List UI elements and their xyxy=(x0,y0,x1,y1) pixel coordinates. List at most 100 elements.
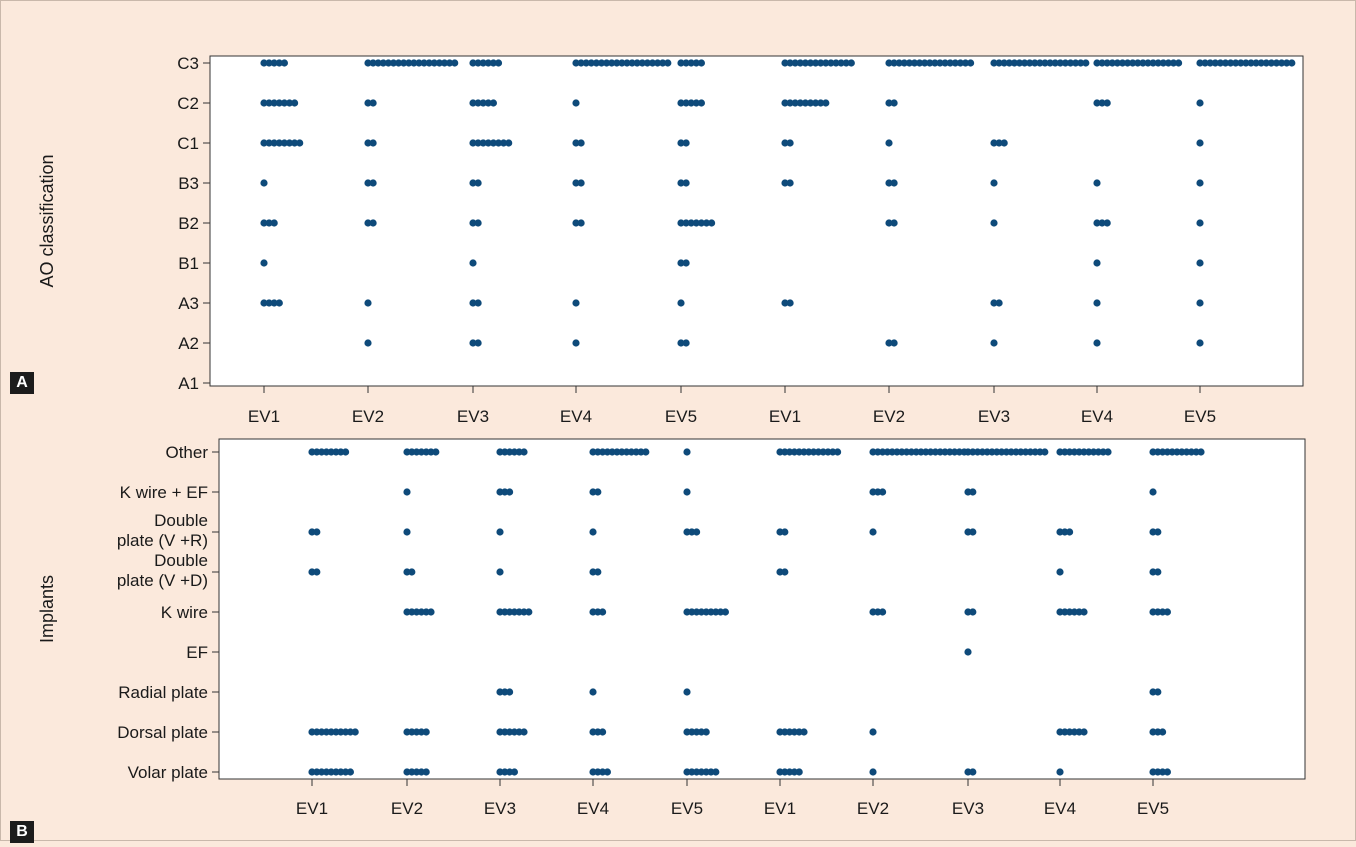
panel-a-dot-a3-8-2 xyxy=(995,299,1003,307)
panel-a-dot-c2-9-3 xyxy=(1103,99,1111,107)
panel-b-dot-k-wire-7-3 xyxy=(879,608,887,616)
panel-a-dot-b2-1-3 xyxy=(270,219,278,227)
panel-a-y-tick-label-b3: B3 xyxy=(178,174,199,193)
panel-a-dot-c3-4-16 xyxy=(648,59,657,67)
panel-a-dot-c3-10-14 xyxy=(1262,59,1270,67)
panel-a-dot-a3-1-1 xyxy=(260,299,268,307)
panel-a-dot-c1-5-1 xyxy=(677,139,685,147)
panel-a-dot-c3-5-4 xyxy=(692,59,700,67)
panel-a-dot-c3-4-15 xyxy=(643,59,652,67)
panel-b-dot-other-1-8 xyxy=(342,448,350,456)
panel-a-dot-c3-3-3 xyxy=(479,59,487,67)
panel-a-dot-a3-8-1 xyxy=(990,299,998,307)
panel-a-dot-b2-4-2 xyxy=(577,219,585,227)
panel-a-dot-c3-5-5 xyxy=(697,59,706,67)
panel-a-dot-c3-6-4 xyxy=(796,59,804,67)
panel-b-dot-double-plate-v-r-1-2 xyxy=(313,528,321,536)
panel-a-dot-b1-1-1 xyxy=(260,259,268,267)
panel-b-dot-k-wire-4-3 xyxy=(599,608,607,616)
panel-a-dot-c3-7-17 xyxy=(967,59,975,67)
panel-b-dot-double-plate-v-r-6-2 xyxy=(781,528,789,536)
panel-a-dot-c3-8-13 xyxy=(1051,59,1059,67)
panel-b-x-tick-label-10: EV5 xyxy=(1137,799,1169,818)
panel-a-dot-c3-10-8 xyxy=(1232,59,1240,67)
panel-b-y-tick-label-dorsal-plate: Dorsal plate xyxy=(117,723,208,742)
panel-a-dot-c1-1-6 xyxy=(285,139,294,147)
panel-a-x-tick-label-10: EV5 xyxy=(1184,407,1216,426)
panel-a-dot-c3-2-8 xyxy=(400,59,408,67)
panel-a-ao-classification-chart: AO classification A1 A2 A3 B1 B2 B3 C1 C2 C3 EV1 EV… xyxy=(37,54,1304,426)
panel-a-y-tick-label-c2: C2 xyxy=(177,94,199,113)
panel-a-dot-c1-10-1 xyxy=(1196,139,1204,147)
panel-a-dot-c3-8-1 xyxy=(990,59,998,67)
panel-a-dot-c3-6-3 xyxy=(791,59,799,67)
panel-a-dot-c2-6-6 xyxy=(806,99,815,107)
panel-a-dot-b2-1-2 xyxy=(265,219,273,227)
panel-a-dot-c3-1-1 xyxy=(260,59,268,67)
panel-a-dot-c2-5-2 xyxy=(682,99,690,107)
panel-b-y-tick-label-volar-plate: Volar plate xyxy=(128,763,208,782)
panel-a-dot-c3-8-5 xyxy=(1010,59,1019,67)
panel-b-dot-dorsal-plate-1-10 xyxy=(351,728,359,736)
panel-a-dot-c3-2-12 xyxy=(420,59,428,67)
panel-b-dot-volar-plate-7-1 xyxy=(869,768,877,776)
panel-a-dot-c3-10-10 xyxy=(1242,59,1250,67)
panel-a-dot-c3-4-17 xyxy=(654,59,662,67)
panel-a-dot-c3-6-11 xyxy=(832,59,840,67)
panel-b-dot-other-8-17 xyxy=(1041,448,1049,456)
panel-a-dot-b2-5-7 xyxy=(708,219,716,227)
panel-b-dot-dorsal-plate-4-3 xyxy=(599,728,607,736)
panel-a-dot-a3-2-1 xyxy=(364,299,372,307)
panel-a-dot-b3-7-2 xyxy=(890,179,898,187)
panel-a-dot-b3-8-1 xyxy=(990,179,998,187)
panel-a-dot-c3-10-19 xyxy=(1288,59,1296,67)
panel-b-dot-double-plate-v-r-10-2 xyxy=(1154,528,1162,536)
panel-b-y-tick-label-k-wire-ef: K wire + EF xyxy=(120,483,208,502)
panel-a-dot-b3-6-1 xyxy=(781,179,789,187)
panel-b-dot-dorsal-plate-9-6 xyxy=(1080,728,1088,736)
panel-b-y-tick-label-k-wire: K wire xyxy=(161,603,208,622)
panel-a-dot-c1-2-2 xyxy=(369,139,377,147)
panel-a-dot-a2-2-1 xyxy=(364,339,372,347)
panel-a-dot-b3-1-1 xyxy=(260,179,268,187)
panel-a-label: A xyxy=(10,372,34,394)
panel-b-dot-k-wire-ef-3-3 xyxy=(506,488,514,496)
panel-b-dot-ef-8-1 xyxy=(964,648,972,656)
panel-b-dot-k-wire-ef-8-2 xyxy=(969,488,977,496)
panel-b-dot-double-plate-v-r-5-3 xyxy=(693,528,701,536)
panel-b-x-tick-label-3: EV3 xyxy=(484,799,516,818)
panel-a-dot-c2-6-8 xyxy=(817,99,825,107)
panel-a-dot-c3-2-4 xyxy=(379,59,387,67)
panel-a-dot-c2-7-2 xyxy=(890,99,898,107)
panel-a-dot-c3-5-3 xyxy=(687,59,695,67)
panel-a-dot-b2-7-2 xyxy=(890,219,898,227)
panel-a-dot-c1-4-2 xyxy=(577,139,585,147)
panel-a-dot-c3-8-2 xyxy=(995,59,1003,67)
panel-b-plot-area xyxy=(218,438,1306,780)
panel-a-dot-c3-8-7 xyxy=(1021,59,1029,67)
panel-a-dot-c3-7-4 xyxy=(900,59,908,67)
panel-a-dot-b1-9-1 xyxy=(1093,259,1101,267)
panel-a-x-tick-label-1: EV1 xyxy=(248,407,280,426)
panel-a-dot-c3-7-2 xyxy=(890,59,898,67)
panel-b-dot-other-9-11 xyxy=(1104,448,1112,456)
panel-a-dot-c3-8-12 xyxy=(1046,59,1054,67)
panel-a-dot-c3-9-11 xyxy=(1144,59,1152,67)
panel-a-dot-c1-1-5 xyxy=(280,139,288,147)
panel-b-dot-radial-plate-4-1 xyxy=(589,688,597,696)
panel-a-dot-a3-1-3 xyxy=(270,299,278,307)
panel-b-dot-other-4-12 xyxy=(642,448,650,456)
panel-a-dot-c3-4-18 xyxy=(659,59,667,67)
panel-a-dot-c1-3-7 xyxy=(500,139,508,147)
panel-a-dot-a3-1-2 xyxy=(265,299,273,307)
panel-a-dot-b3-2-1 xyxy=(364,179,372,187)
panel-b-dot-double-plate-v-r-7-1 xyxy=(869,528,877,536)
panel-a-dot-c2-6-1 xyxy=(781,99,789,107)
panel-a-dot-c3-7-9 xyxy=(926,59,934,67)
panel-a-dot-c3-8-9 xyxy=(1031,59,1039,67)
panel-a-dot-c3-6-13 xyxy=(842,59,850,67)
panel-b-x-tick-label-6: EV1 xyxy=(764,799,796,818)
panel-a-dot-a2-7-2 xyxy=(890,339,898,347)
panel-b-dot-k-wire-10-4 xyxy=(1163,608,1171,616)
panel-a-dot-c3-2-5 xyxy=(384,59,392,67)
